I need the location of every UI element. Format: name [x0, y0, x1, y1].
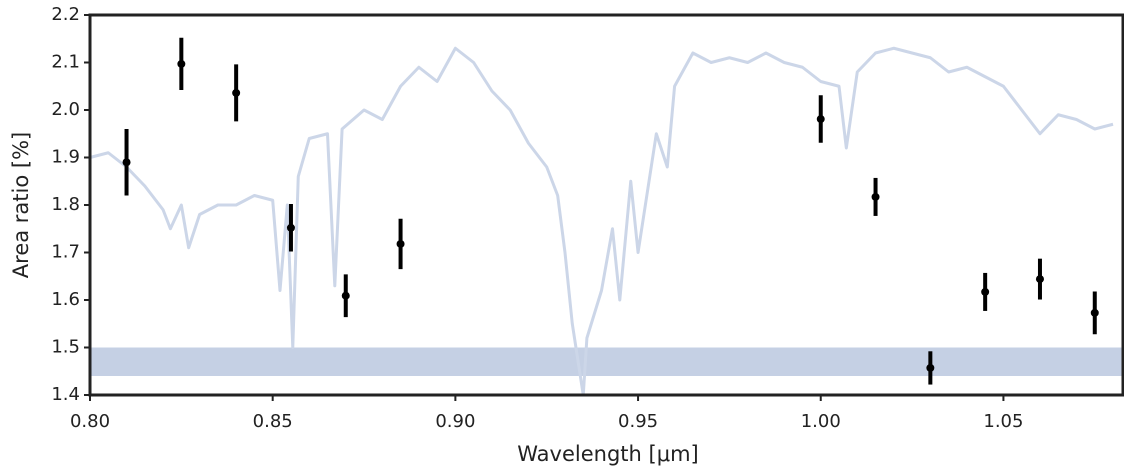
data-point — [341, 291, 350, 300]
data-point — [286, 223, 295, 232]
y-tick-label: 1.8 — [51, 194, 80, 215]
y-tick-label: 1.7 — [51, 242, 80, 263]
y-tick-label: 1.6 — [51, 289, 80, 310]
plot-frame — [88, 13, 1124, 397]
y-tick-label: 2.0 — [51, 99, 80, 120]
data-point — [122, 158, 131, 167]
data-point — [1090, 308, 1099, 317]
data-point — [396, 239, 405, 248]
y-tick-label: 2.1 — [51, 52, 80, 73]
reference-band — [90, 347, 1124, 376]
y-tick-label: 1.9 — [51, 147, 80, 168]
y-axis-label: Area ratio [%] — [9, 132, 33, 278]
x-axis-label: Wavelength [μm] — [517, 442, 698, 466]
x-tick-label: 1.00 — [801, 411, 841, 432]
x-tick-label: 0.80 — [70, 411, 110, 432]
spectrum-line — [89, 46, 1114, 397]
data-point — [926, 363, 935, 372]
data-point — [232, 88, 241, 97]
data-point — [981, 287, 990, 296]
x-tick-label: 0.90 — [435, 411, 475, 432]
data-point — [177, 59, 186, 68]
data-point — [871, 192, 880, 201]
data-point — [816, 115, 825, 124]
x-tick-label: 0.95 — [618, 411, 658, 432]
y-tick-label: 1.5 — [51, 337, 80, 358]
y-tick-label: 2.2 — [51, 4, 80, 25]
x-tick-label: 0.85 — [253, 411, 293, 432]
y-tick-label: 1.4 — [51, 384, 80, 405]
x-tick-label: 1.05 — [983, 411, 1023, 432]
data-point — [1035, 275, 1044, 284]
